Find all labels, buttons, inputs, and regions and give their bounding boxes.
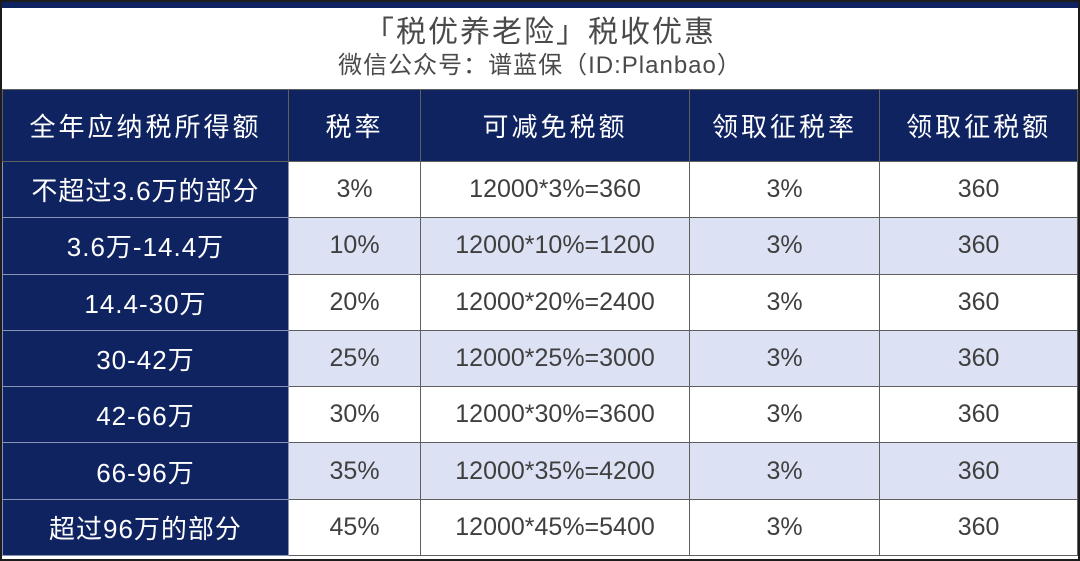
cell-withdrawal-rate: 3% [688,273,881,331]
cell-tax-rate: 25% [287,329,422,388]
header-row: 全年应纳税所得额 税率 可减免税额 领取征税率 领取征税额 [2,89,1078,162]
table-row: 30-42万 25% 12000*25%=3000 3% 360 [2,329,1078,388]
table-row: 不超过3.6万的部分 3% 12000*3%=360 3% 360 [2,160,1078,219]
cell-withdrawal-amount: 360 [879,442,1078,500]
column-header-withdrawal-tax-amount: 领取征税额 [879,89,1078,162]
cell-tax-rate: 20% [287,273,422,331]
cell-tax-rate: 10% [287,217,422,275]
row-label: 30-42万 [2,329,289,388]
row-label: 66-96万 [2,442,289,500]
table-row: 超过96万的部分 45% 12000*45%=5400 3% 360 [2,498,1078,557]
cell-deductible: 12000*10%=1200 [420,217,690,275]
cell-withdrawal-rate: 3% [688,386,881,444]
cell-withdrawal-amount: 360 [879,273,1078,331]
table-row: 14.4-30万 20% 12000*20%=2400 3% 360 [2,273,1078,331]
table-row: 3.6万-14.4万 10% 12000*10%=1200 3% 360 [2,217,1078,275]
column-header-taxable-income: 全年应纳税所得额 [2,89,289,162]
cell-withdrawal-amount: 360 [879,329,1078,388]
cell-withdrawal-amount: 360 [879,160,1078,219]
cell-withdrawal-rate: 3% [688,329,881,388]
table-row: 66-96万 35% 12000*35%=4200 3% 360 [2,442,1078,500]
row-label: 3.6万-14.4万 [2,217,289,275]
bottom-margin [2,556,1078,559]
cell-withdrawal-rate: 3% [688,442,881,500]
cell-deductible: 12000*20%=2400 [420,273,690,331]
cell-deductible: 12000*3%=360 [420,160,690,219]
page-subtitle: 微信公众号：谱蓝保（ID:Planbao） [338,52,742,79]
column-header-tax-rate: 税率 [287,89,422,162]
cell-deductible: 12000*25%=3000 [420,329,690,388]
row-label: 42-66万 [2,386,289,444]
cell-tax-rate: 35% [287,442,422,500]
cell-deductible: 12000*30%=3600 [420,386,690,444]
cell-withdrawal-rate: 3% [688,160,881,219]
table-header: 全年应纳税所得额 税率 可减免税额 领取征税率 领取征税额 [2,89,1078,162]
row-label: 不超过3.6万的部分 [2,160,289,219]
column-header-withdrawal-tax-rate: 领取征税率 [688,89,881,162]
cell-withdrawal-amount: 360 [879,498,1078,557]
cell-withdrawal-rate: 3% [688,217,881,275]
cell-withdrawal-amount: 360 [879,386,1078,444]
title-block: 「税优养老险」税收优惠 微信公众号：谱蓝保（ID:Planbao） [2,8,1078,89]
page-title: 「税优养老险」税收优惠 [364,16,716,49]
cell-tax-rate: 45% [287,498,422,557]
cell-withdrawal-rate: 3% [688,498,881,557]
top-accent-bar [2,2,1078,8]
cell-withdrawal-amount: 360 [879,217,1078,275]
cell-tax-rate: 30% [287,386,422,444]
row-label: 超过96万的部分 [2,498,289,557]
cell-deductible: 12000*35%=4200 [420,442,690,500]
tax-benefit-table: 全年应纳税所得额 税率 可减免税额 领取征税率 领取征税额 不超过3.6万的部分… [2,89,1078,557]
cell-deductible: 12000*45%=5400 [420,498,690,557]
column-header-deductible-amount: 可减免税额 [420,89,690,162]
table-row: 42-66万 30% 12000*30%=3600 3% 360 [2,386,1078,444]
cell-tax-rate: 3% [287,160,422,219]
row-label: 14.4-30万 [2,273,289,331]
table-body: 不超过3.6万的部分 3% 12000*3%=360 3% 360 3.6万-1… [2,160,1078,557]
